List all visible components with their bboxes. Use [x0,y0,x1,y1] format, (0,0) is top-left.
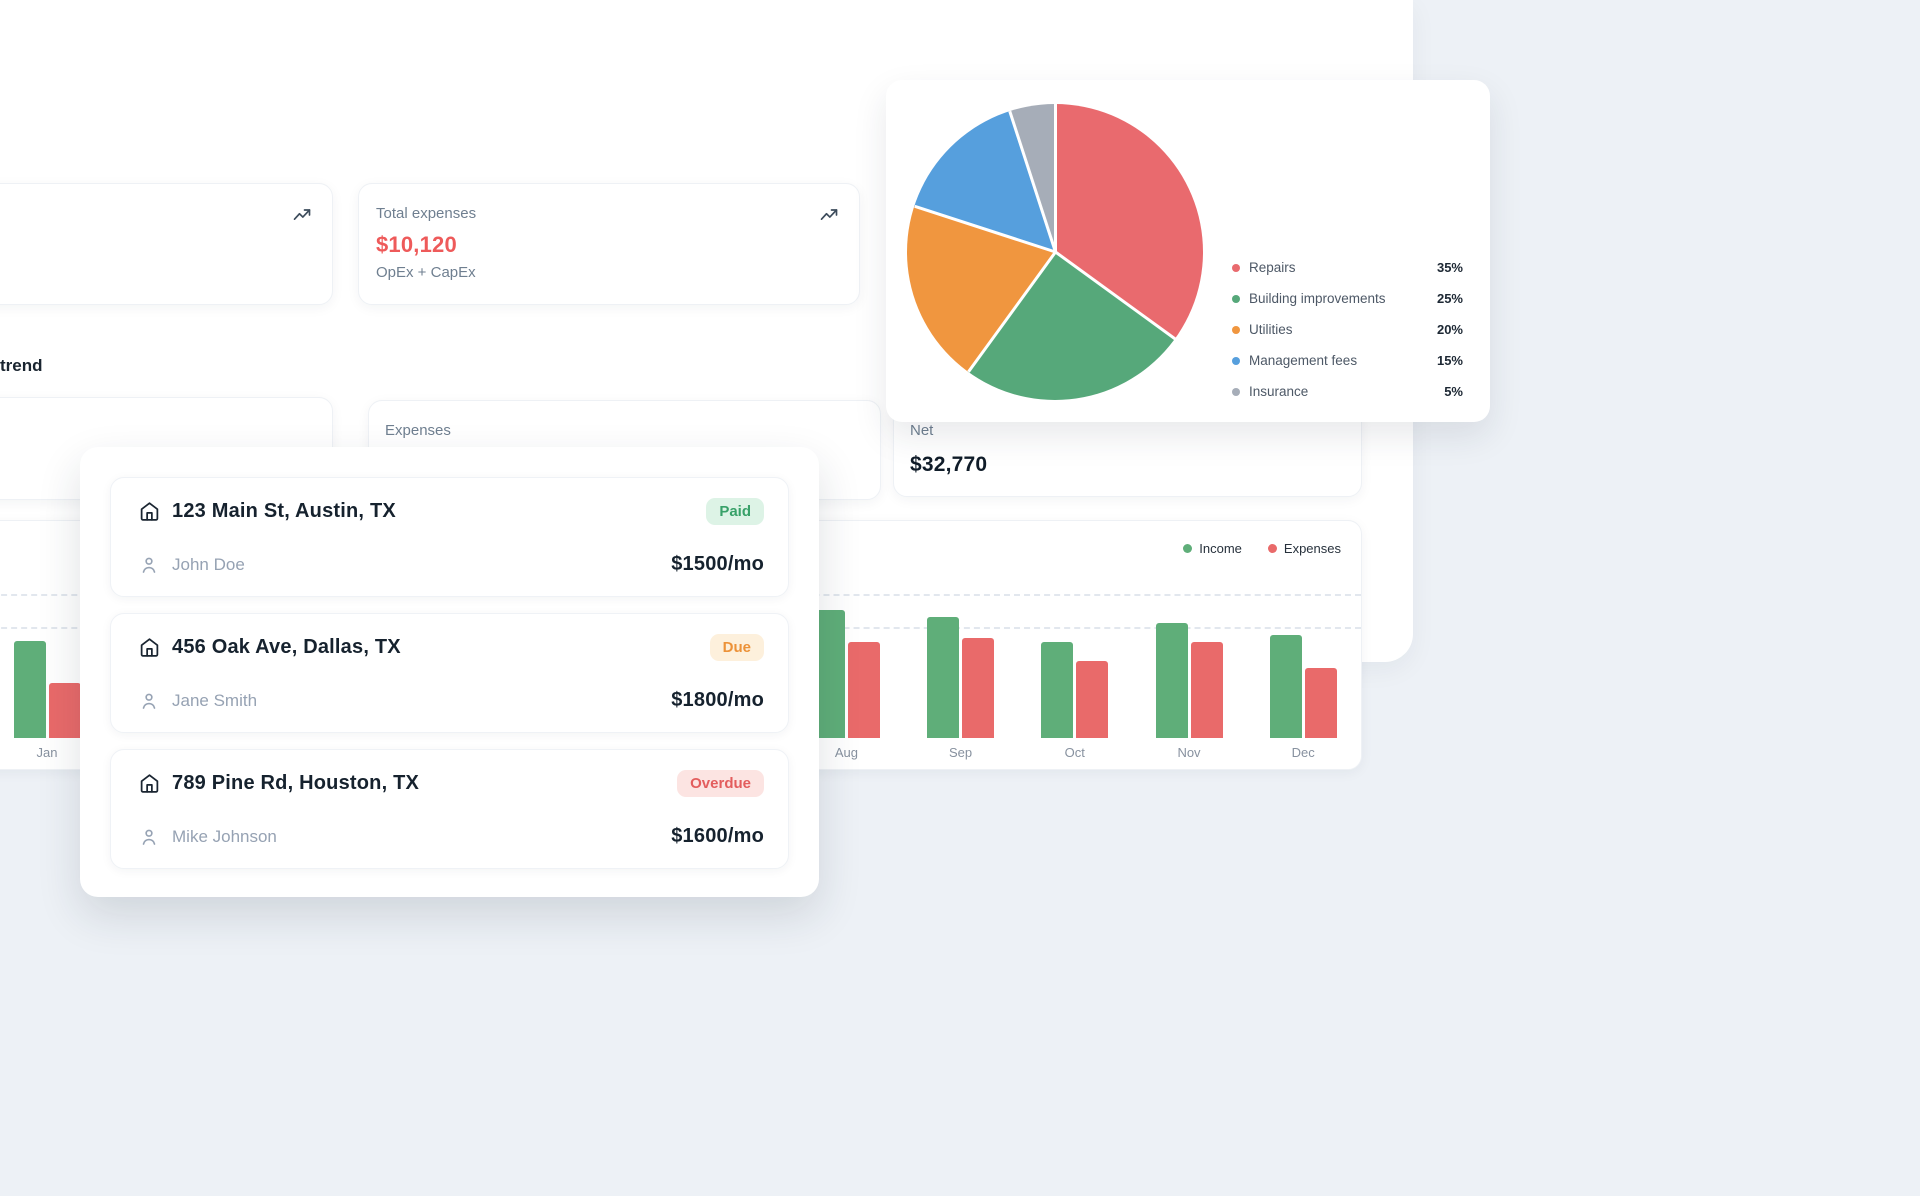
income-bar [927,617,960,738]
income-bar [1269,635,1302,738]
line-chart-icon [819,205,839,225]
pie-legend-dot [1232,294,1240,303]
pie-legend-dot [1232,387,1240,396]
month-label: Nov [1177,745,1201,760]
rent-amount: $1600/mo [671,825,764,847]
pie-chart-card: Repairs 35% Building improvements 25% Ut… [886,80,1490,422]
month-label: Aug [834,745,858,760]
metric-value: $10,120 [376,232,457,257]
month-label: Oct [1064,745,1085,760]
pie-legend-item[interactable]: Building improvements 25% [1232,283,1463,314]
expense-bar [962,638,995,738]
pie-legend-item[interactable]: Management fees 15% [1232,345,1463,376]
section-heading-trend: trend [0,356,43,375]
status-badge: Overdue [677,770,764,797]
property-address: 123 Main St, Austin, TX [172,500,396,522]
pie-legend-value: 20% [1436,322,1463,337]
pie-slice-separator [913,204,1056,254]
expense-bar [1076,661,1109,738]
house-icon [138,637,160,658]
person-icon [138,555,160,575]
total-expenses-card: Total expenses $10,120 OpEx + CapEx [358,183,860,305]
legend-item-income[interactable]: Income [1183,541,1242,556]
bar-chart-plot [0,521,1361,738]
pie-legend-value: 5% [1444,384,1463,399]
pie-legend-dot [1232,325,1240,334]
house-icon [138,501,160,522]
rent-amount: $1800/mo [671,689,764,711]
income-bar [1041,642,1074,738]
pie-slice-separator [1053,104,1057,252]
pie-legend-dot [1232,263,1240,272]
property-row[interactable]: 456 Oak Ave, Dallas, TX Due Jane Smith $… [110,613,789,733]
pie-legend-label: Management fees [1249,353,1358,368]
pie-legend-value: 15% [1436,353,1463,368]
rent-amount: $1500/mo [671,553,764,575]
income-bar [13,641,46,738]
month-label: Jan [36,745,58,760]
metric-subtitle: OpEx + CapEx [376,264,476,281]
legend-item-expenses[interactable]: Expenses [1267,541,1341,556]
pie-chart [907,104,1203,400]
properties-card: 123 Main St, Austin, TX Paid John Doe $1… [80,447,819,897]
pie-legend-value: 25% [1436,291,1463,306]
month-label: Dec [1291,745,1315,760]
expenses-legend-dot [1267,544,1277,553]
pie-slice-separator [1007,110,1057,253]
status-badge: Due [709,634,764,661]
month-label: Sep [949,745,973,760]
tenant-name: Mike Johnson [172,826,277,846]
legend-label-expenses: Expenses [1283,541,1341,556]
pie-legend-label: Repairs [1249,260,1296,275]
tenant-name: John Doe [172,554,245,574]
pie-legend: Repairs 35% Building improvements 25% Ut… [1232,252,1463,407]
expense-bar [847,642,880,738]
metric-label: Total expenses [376,205,477,222]
legend-label-income: Income [1199,541,1242,556]
pie-legend-item[interactable]: Repairs 35% [1232,252,1463,283]
metric-card-left [0,183,333,305]
expense-bar [1304,668,1337,738]
person-icon [138,827,160,847]
house-icon [138,773,160,794]
expenses-label: Expenses [385,422,451,439]
net-value: $32,770 [910,453,988,476]
status-badge: Paid [706,498,764,525]
pie-legend-label: Insurance [1249,384,1309,399]
pie-legend-label: Building improvements [1249,291,1386,306]
property-address: 456 Oak Ave, Dallas, TX [172,636,401,658]
property-address: 789 Pine Rd, Houston, TX [172,772,420,794]
pie-legend-value: 35% [1436,260,1463,275]
pie-slice-separator [1054,250,1176,341]
pie-legend-dot [1232,356,1240,365]
person-icon [138,691,160,711]
expense-bar [48,683,81,738]
bar-chart-legend: Income Expenses [1183,541,1341,556]
income-bar [1155,623,1188,738]
line-chart-icon [292,205,312,225]
pie-legend-item[interactable]: Utilities 20% [1232,314,1463,345]
pie-legend-item[interactable]: Insurance 5% [1232,376,1463,407]
income-legend-dot [1183,544,1193,553]
property-row[interactable]: 789 Pine Rd, Houston, TX Overdue Mike Jo… [110,749,789,869]
property-row[interactable]: 123 Main St, Austin, TX Paid John Doe $1… [110,477,789,597]
tenant-name: Jane Smith [172,690,258,710]
expense-bar [1190,642,1223,738]
net-label: Net [910,422,934,439]
pie-slice-separator [966,251,1057,373]
pie-legend-label: Utilities [1249,322,1293,337]
